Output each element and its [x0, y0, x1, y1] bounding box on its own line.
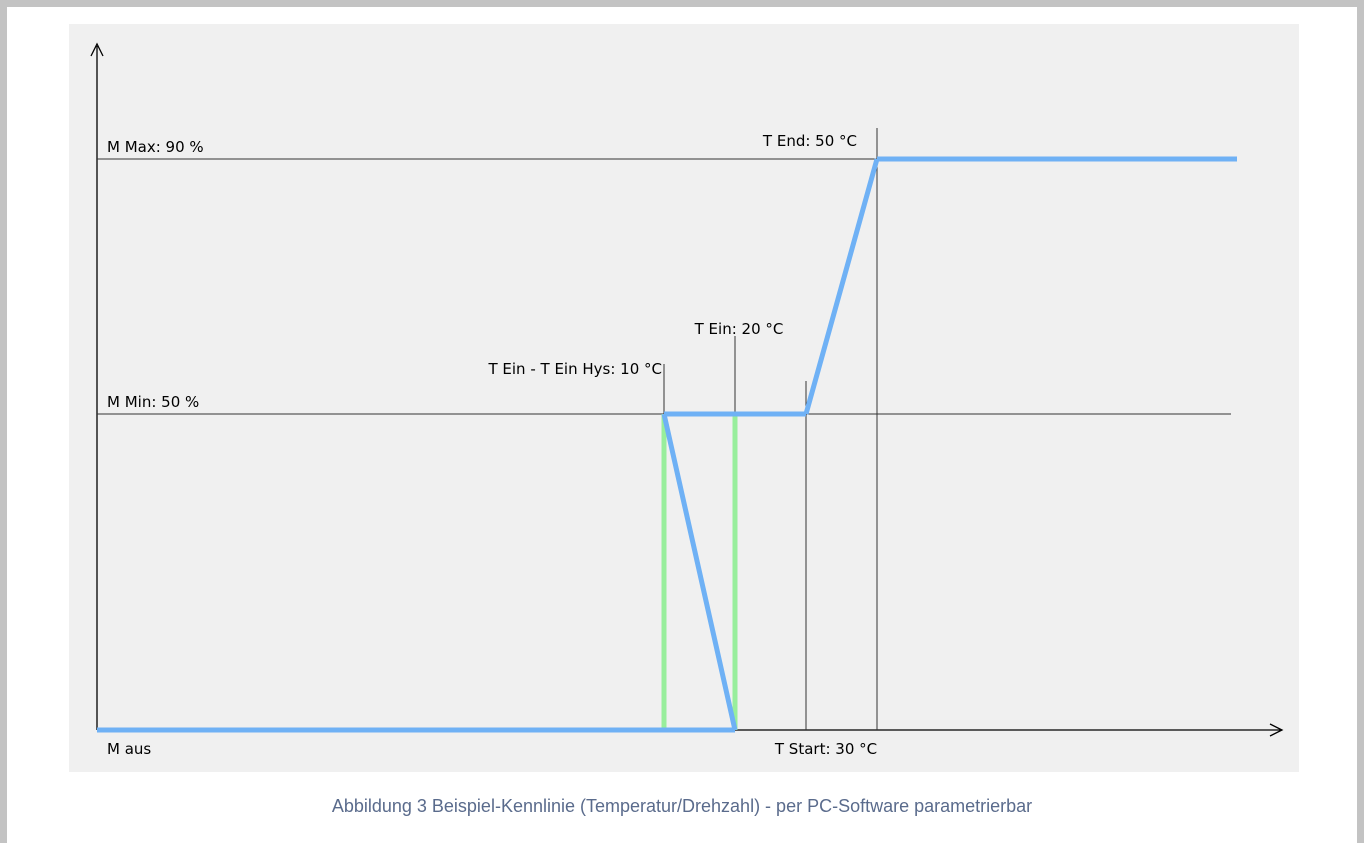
curve-segment-4 — [803, 158, 880, 415]
marker-label-start: T Start: 30 °C — [774, 740, 877, 758]
chart-figure: M Max: 90 % M Min: 50 % M aus T Ein - T Ein… — [69, 24, 1299, 772]
marker-label-end: T End: 50 °C — [762, 132, 857, 150]
frame-right — [1357, 0, 1364, 843]
frame-top — [0, 0, 1364, 7]
marker-label-ein: T Ein: 20 °C — [694, 320, 784, 338]
frame-left — [0, 0, 7, 843]
curve-segment-2 — [661, 413, 738, 731]
marker-label-ein_hys: T Ein - T Ein Hys: 10 °C — [487, 360, 662, 378]
label-m-aus: M aus — [107, 740, 151, 758]
label-m-max: M Max: 90 % — [107, 138, 204, 156]
x-axis-arrow — [1269, 723, 1284, 737]
y-axis-arrow — [90, 42, 104, 57]
figure-caption: Abbildung 3 Beispiel-Kennlinie (Temperat… — [331, 796, 1033, 816]
label-m-min: M Min: 50 % — [107, 393, 199, 411]
chart-svg: M Max: 90 % M Min: 50 % M aus T Ein - T Ein… — [90, 42, 1284, 758]
